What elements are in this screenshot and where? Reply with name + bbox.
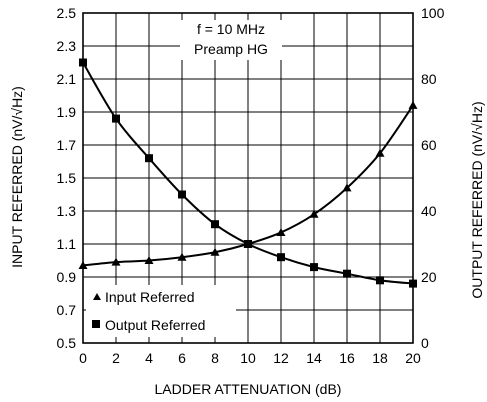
output-referred-point (343, 269, 351, 278)
plot-frame (82, 12, 414, 344)
input-referred-point (210, 247, 220, 256)
y-left-tick-label: 1.5 (57, 170, 77, 186)
input-referred-point (177, 252, 187, 261)
output-referred-point (310, 263, 318, 272)
output-referred-point (112, 114, 120, 123)
y-left-tick-label: 1.1 (57, 236, 77, 252)
legend-output-marker (92, 320, 100, 328)
input-referred-point (375, 148, 385, 157)
y-left-tick-label: 0.5 (57, 335, 77, 351)
x-tick-label: 4 (145, 350, 153, 366)
x-tick-label: 0 (79, 350, 87, 366)
y-left-tick-label: 0.9 (57, 269, 77, 285)
legend-background (86, 285, 236, 337)
output-referred-point (244, 240, 252, 248)
x-tick-label: 12 (273, 350, 289, 366)
annotation-line-2: Preamp HG (194, 41, 268, 57)
annotation: f = 10 MHz Preamp HG (180, 20, 282, 60)
output-referred-point (178, 190, 186, 199)
x-axis-title: LADDER ATTENUATION (dB) (155, 381, 342, 397)
x-tick-label: 6 (178, 350, 186, 366)
x-tick-label: 8 (211, 350, 219, 366)
x-tick-label: 20 (405, 350, 421, 366)
annotation-background (180, 20, 282, 60)
y-right-tick-label: 40 (421, 203, 437, 219)
input-referred-point (111, 257, 121, 266)
y-left-tick-label: 2.5 (57, 5, 77, 21)
output-referred-point (211, 220, 219, 229)
input-referred-point (309, 209, 319, 218)
y-left-tick-label: 1.9 (57, 104, 77, 120)
x-tick-label: 2 (112, 350, 120, 366)
x-tick-label: 10 (240, 350, 256, 366)
annotation-line-1: f = 10 MHz (197, 21, 265, 37)
series-layer (78, 58, 418, 288)
y-right-tick-label: 20 (421, 269, 437, 285)
y-right-tick-label: 60 (421, 137, 437, 153)
x-tick-label: 18 (372, 350, 388, 366)
y-right-tick-label: 80 (421, 71, 437, 87)
y-axis-right-title: OUTPUT REFERRED (nV/√Hz) (469, 101, 485, 298)
y-left-tick-label: 1.3 (57, 203, 77, 219)
legend-input-marker (93, 293, 101, 300)
x-tick-label: 14 (306, 350, 322, 366)
y-right-tick-label: 100 (421, 5, 445, 21)
y-left-tick-label: 2.1 (57, 71, 77, 87)
input-referred-point (342, 183, 352, 192)
x-tick-label: 16 (339, 350, 355, 366)
output-referred-point (145, 154, 153, 163)
tick-labels: 0 2 4 6 8 10 12 14 16 18 20 0.5 0.7 0.9 1.1 1.3 1.5 1.7 1.… (57, 5, 445, 366)
legend-output-label: Output Referred (105, 317, 205, 333)
input-referred-point (276, 227, 286, 236)
output-referred-point (376, 276, 384, 285)
y-left-tick-label: 1.7 (57, 137, 77, 153)
legend: Input Referred Output Referred (86, 285, 236, 337)
y-right-tick-label: 0 (421, 335, 429, 351)
y-left-tick-label: 0.7 (57, 302, 77, 318)
y-left-tick-label: 2.3 (57, 38, 77, 54)
legend-input-label: Input Referred (105, 289, 195, 305)
input-referred-point (144, 256, 154, 264)
output-referred-point (277, 253, 285, 262)
y-axis-left-title: INPUT REFERRED (nV/√Hz) (9, 86, 25, 268)
